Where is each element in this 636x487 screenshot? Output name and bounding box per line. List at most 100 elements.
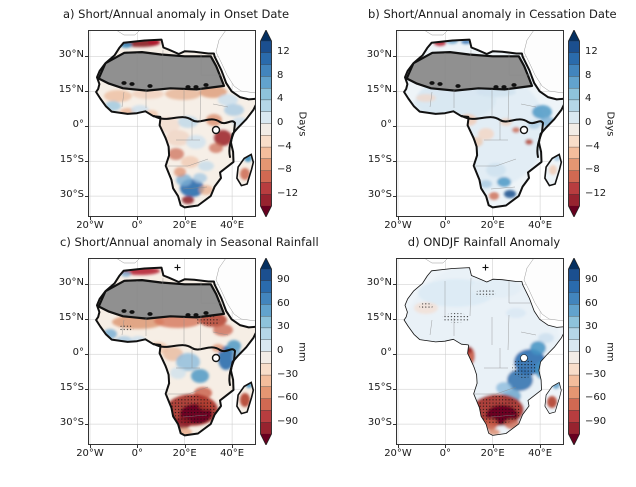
panel-a-x-tickmark [232, 217, 234, 220]
stippling [118, 325, 134, 331]
panel-d-x-tickmark [445, 445, 447, 448]
sahara-mask [97, 279, 226, 320]
panel-c-colorbar-tick: 90 [277, 274, 290, 286]
panel-d-colorbar-tick: 90 [585, 274, 598, 286]
panel-d-x-tickmark [540, 445, 542, 448]
panel-a-colorbar-tick: 4 [277, 93, 284, 105]
panel-a-map [88, 30, 256, 217]
panel-c-y-tickmark [85, 354, 88, 356]
panel-a-colorbar-unit: Days [296, 111, 308, 137]
map-svg-b [396, 30, 564, 217]
stippling [196, 316, 220, 326]
panel-a-x-tick: 20°E [172, 220, 197, 231]
stippling [476, 289, 496, 297]
iberia-outline [423, 30, 449, 36]
panel-a-y-tick: 15°S [59, 154, 84, 166]
panel-a-y-tick: 30°N [58, 49, 84, 61]
panel-c-colorbar-tick: 30 [277, 321, 290, 333]
sahara-mask [97, 51, 226, 92]
panel-d-x-tickmark [398, 445, 399, 448]
panel-d-title: d) ONDJF Rainfall Anomaly [407, 235, 561, 249]
panel-b-y-tick: 30°S [367, 189, 392, 201]
panel-b-y-tickmark [393, 161, 396, 163]
panel-c-title: c) Short/Annual anomaly in Seasonal Rain… [60, 235, 319, 249]
panel-a-colorbar-tick: 0 [277, 117, 284, 128]
panel-a-x-tickmark [184, 217, 186, 220]
panel-b-colorbar-tick: 4 [585, 93, 592, 105]
panel-b-colorbar-tick: 0 [585, 117, 592, 128]
panel-a-colorbar-tick: 8 [277, 69, 284, 81]
panel-d-x-tick: 20°E [480, 448, 505, 459]
panel-a-y-tick: 15°N [58, 84, 84, 96]
panel-b-y-tick: 30°N [366, 49, 392, 61]
panel-c-colorbar-tick: −90 [277, 415, 299, 427]
panel-c-y-tickmark [85, 284, 88, 286]
panel-c-x-tickmark [90, 445, 91, 448]
region-contour [461, 115, 545, 158]
panel-c-y-tick: 15°N [58, 312, 84, 324]
panel-d-colorbar-tick: 30 [585, 321, 598, 333]
panel-b-y-tickmark [393, 196, 396, 198]
panel-c-x-tickmark [232, 445, 234, 448]
africa-coastline [95, 266, 256, 437]
panel-c-colorbar-tick: −30 [277, 368, 299, 380]
panel-d-y-tick: 15°N [366, 312, 392, 324]
panel-c-y-tick: 30°S [59, 417, 84, 429]
panel-b-x-tick: 0° [439, 220, 451, 231]
panel-d-y-tickmark [393, 354, 396, 356]
panel-b-y-tick: 0° [380, 119, 392, 131]
panel-a-colorbar-tick: 12 [277, 46, 290, 58]
panel-c-colorbar-tick: 60 [277, 297, 290, 309]
lake-victoria [211, 125, 221, 135]
panel-d-y-tick: 30°N [366, 277, 392, 289]
iberia-outline [115, 258, 141, 264]
panel-b-colorbar [568, 29, 580, 218]
stippling [419, 303, 433, 309]
panel-d-map [396, 258, 564, 445]
madagascar-outline [544, 381, 562, 415]
panel-a-y-tickmark [85, 56, 88, 58]
panel-c-x-tick: 20°W [76, 448, 104, 459]
panel-a-y-tickmark [85, 161, 88, 163]
region-contour [153, 115, 237, 158]
madagascar-outline [236, 153, 255, 187]
panel-a-y-tickmark [85, 91, 88, 93]
panel-c-y-tickmark [85, 319, 88, 321]
stippling [168, 396, 216, 424]
arabia-outline [523, 30, 564, 94]
stippling [475, 396, 521, 424]
arabia-outline [215, 258, 256, 322]
africa-coastline [403, 38, 564, 209]
panel-b-x-tickmark [540, 217, 542, 220]
africa-coastline [403, 267, 564, 436]
panel-b-x-tickmark [492, 217, 494, 220]
panel-d-y-tickmark [393, 284, 396, 286]
panel-b-colorbar-tick: −8 [585, 164, 600, 176]
panel-c-colorbar [260, 257, 272, 446]
panel-d-y-tick: 30°S [367, 417, 392, 429]
panel-a-colorbar-tick: −4 [277, 140, 292, 152]
panel-a-y-tickmark [85, 126, 88, 128]
panel-b-title: b) Short/Annual anomaly in Cessation Dat… [368, 7, 617, 21]
madagascar-outline [544, 153, 563, 187]
sahara-mask [405, 51, 534, 92]
panel-c-y-tick: 15°S [59, 382, 84, 394]
panel-a-colorbar-tick: −8 [277, 164, 292, 176]
panel-d-colorbar-tick: −60 [585, 392, 607, 404]
map-svg-c [88, 258, 256, 445]
panel-d-colorbar-tick: −90 [585, 415, 607, 427]
panel-d-colorbar-tick: 0 [585, 345, 592, 356]
colorbar-svg-c [260, 257, 272, 446]
lake-victoria [520, 354, 528, 362]
panel-d-y-tickmark [393, 319, 396, 321]
panel-d-y-tick: 0° [380, 347, 392, 359]
panel-a-colorbar [260, 29, 272, 218]
map-svg-a [88, 30, 256, 217]
panel-d-x-tickmark [492, 445, 494, 448]
madagascar-outline [236, 381, 255, 415]
panel-b-y-tickmark [393, 56, 396, 58]
panel-d-y-tickmark [393, 424, 396, 426]
panel-c-x-tickmark [184, 445, 186, 448]
stippling [512, 358, 536, 378]
